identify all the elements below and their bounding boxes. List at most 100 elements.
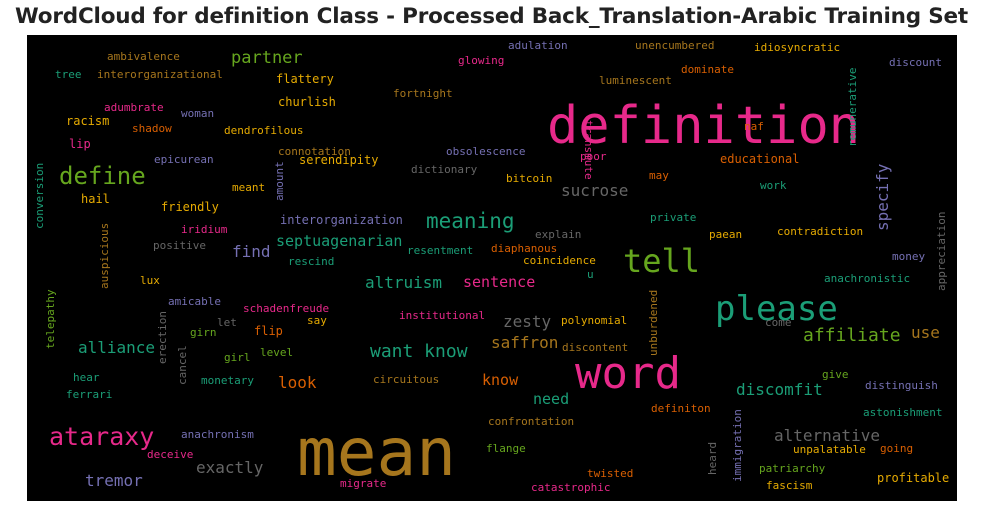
word-level: level [260,346,293,359]
word-dendrofilous: dendrofilous [224,124,303,137]
wordcloud-canvas: definition mean word please tell ataraxy defin… [27,35,957,501]
word-tree: tree [55,68,82,81]
word-churlish: churlish [278,95,336,109]
word-hear: hear [73,371,100,384]
word-coincidence: coincidence [523,254,596,267]
word-bitcoin: bitcoin [506,172,552,185]
word-word: word [575,348,681,399]
word-need: need [533,390,569,408]
word-ambivalence: ambivalence [107,50,180,63]
word-naf: naf [744,120,764,133]
word-luminescent: luminescent [599,74,672,87]
word-astonishment: astonishment [863,406,942,419]
word-educational: educational [720,152,799,166]
word-interorganizational: interorganizational [97,68,223,81]
word-fascism: fascism [766,479,813,492]
word-altruism: altruism [365,273,442,292]
word-unburdened: unburdened [647,290,660,356]
word-adumbrate: adumbrate [104,101,164,114]
word-remunerative: remunerative [846,68,859,147]
word-may: may [649,169,669,182]
word-adulation: adulation [508,39,568,52]
word-let: let [217,316,237,329]
word-girl: girl [224,351,251,364]
word-dictionary: dictionary [411,163,478,176]
word-friendly: friendly [161,200,219,214]
word-circuitous: circuitous [373,373,439,386]
word-alternative: alternative [774,426,880,445]
word-know: know [482,371,519,389]
word-zesty: zesty [503,312,552,331]
word-distinguish: distinguish [865,379,938,392]
word-please: please [715,289,838,329]
word-say: say [307,314,327,327]
word-amount: amount [273,161,286,201]
word-obsolescence: obsolescence [446,145,525,158]
word-idiosyncratic: idiosyncratic [754,41,840,54]
word-institutional: institutional [399,309,485,322]
word-discomfit: discomfit [736,380,823,399]
word-auspicious: auspicious [98,223,111,289]
word-polynomial: polynomial [561,314,627,327]
word-serendipity: serendipity [299,153,378,167]
word-private: private [650,211,696,224]
word-anachronism: anachronism [181,428,254,441]
word-shadow: shadow [132,122,172,135]
word-erection: erection [156,311,169,364]
word-appreciation: appreciation [935,212,948,291]
word-monetary: monetary [201,374,254,387]
word-glowing: glowing [458,54,504,67]
word-resentment: resentment [407,244,473,257]
word-transmute: transmute [582,120,595,180]
word-discontent: discontent [562,341,628,354]
word-alliance: alliance [78,338,155,357]
word-specify: specify [873,163,892,231]
word-explain: explain [535,228,581,241]
word-woman: woman [181,107,214,120]
word-flip: flip [254,324,283,338]
word-unencumbered: unencumbered [635,39,714,52]
word-meaning: meaning [426,209,515,233]
word-ataraxy: ataraxy [49,422,154,451]
word-schadenfreude: schadenfreude [243,302,329,315]
word-migrate: migrate [340,477,386,490]
word-iridium: iridium [181,223,228,236]
word-affiliate: affiliate [803,325,901,346]
word-discount: discount [889,56,942,69]
word-telepathy: telepathy [44,289,57,349]
word-money: money [892,250,925,263]
word-ferrari: ferrari [66,388,112,401]
word-sucrose: sucrose [561,181,628,200]
word-definition: definition [547,96,860,156]
word-connotation: connotation [278,145,351,158]
word-immigration: immigration [731,409,744,482]
word-contradiction: contradiction [777,225,863,238]
word-conversion: conversion [33,163,46,229]
word-confrontation: confrontation [488,415,574,428]
chart-title: WordCloud for definition Class - Process… [15,4,968,29]
word-diaphanous: diaphanous [491,242,557,255]
word-catastrophic: catastrophic [531,481,610,494]
word-going: going [880,442,913,455]
word-deceive: deceive [147,448,193,461]
word-flange: flange [486,442,526,455]
word-tremor: tremor [85,471,143,490]
word-definiton: definiton [651,402,711,415]
word-girn: girn [190,326,217,339]
word-anachronistic: anachronistic [824,272,910,285]
word-fortnight: fortnight [393,87,453,100]
word-come: come [765,316,792,329]
word-septuagenarian: septuagenarian [276,232,402,250]
word-interorganization: interorganization [280,213,403,227]
word-amicable: amicable [168,295,221,308]
word-meant: meant [232,181,265,194]
word-cancel: cancel [176,345,189,385]
word-positive: positive [153,239,206,252]
word-mean: mean [297,414,456,491]
word-find: find [232,242,271,261]
word-unpalatable: unpalatable [793,443,866,456]
word-look: look [278,373,317,392]
word-profitable: profitable [877,471,949,485]
word-patriarchy: patriarchy [759,462,826,475]
wordcloud-svg: definition mean word please tell ataraxy defin… [33,39,949,494]
